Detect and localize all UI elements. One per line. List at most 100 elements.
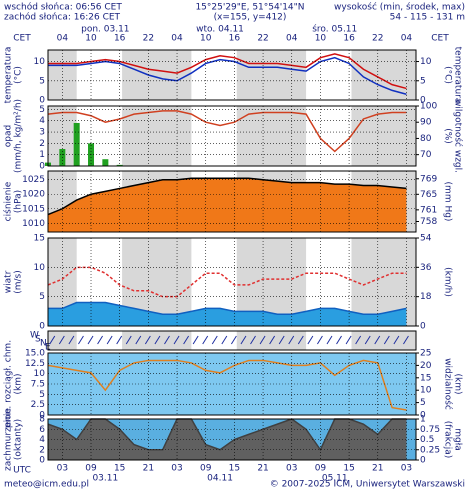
x-tick-bottom: 09 (315, 464, 327, 474)
wind-arrow (173, 335, 180, 345)
y2-label: (km/h) (443, 267, 453, 297)
x-tick-bottom: 03 (57, 464, 68, 474)
tz-bottom: UTC (13, 466, 31, 476)
wind-arrow (58, 335, 65, 345)
y-label: zachmurzenie (4, 408, 14, 472)
x-tick-top: 22 (143, 34, 154, 44)
wind-arrow (288, 335, 295, 345)
y2-label: wilgotność wzgl. (453, 99, 464, 173)
y2-tick-label: 0.75 (420, 425, 440, 435)
wind-arrow (316, 335, 323, 345)
area (48, 302, 407, 326)
panel-frame (47, 330, 417, 351)
y2-tick-label: 769 (420, 174, 437, 184)
y2-tick-label: 761 (420, 205, 437, 215)
y2-tick-label: 18 (420, 292, 432, 302)
y2-label: (°C) (443, 66, 453, 84)
y-tick-label: 10 (34, 57, 46, 67)
y-tick-label: 1025 (22, 175, 45, 185)
wind-arrow (135, 335, 142, 345)
wind-arrow (230, 335, 237, 345)
wind-arrow (393, 335, 400, 345)
wind-arrow (97, 335, 103, 345)
wind-arrow (383, 335, 390, 345)
x-tick-bottom: 03 (286, 464, 297, 474)
tz-top-right: CET (431, 34, 449, 44)
y-tick-label: 10 (34, 369, 46, 379)
area (48, 419, 407, 460)
y2-tick-label: 0 (420, 96, 426, 106)
coords: 15°25'29"E, 51°54'14"N (195, 3, 304, 13)
y2-tick-label: 10 (420, 386, 432, 396)
x-tick-top: 16 (114, 34, 126, 44)
y2-tick-label: 25 (420, 349, 431, 359)
x-tick-top: 04 (171, 34, 183, 44)
y-tick-label: 0 (39, 411, 45, 421)
y2-tick-label: 15 (420, 373, 431, 383)
wind-arrow (278, 335, 285, 345)
y-tick-label: 10 (34, 263, 46, 273)
x-tick-bottom: 03 (401, 464, 412, 474)
line (48, 53, 407, 90)
area-line (48, 301, 407, 316)
y-tick-label: 1020 (22, 190, 45, 200)
y2-tick-label: 10 (420, 57, 432, 67)
y-tick-label: 0 (39, 96, 45, 106)
y2-label: (km) (453, 373, 463, 394)
y2-tick-label: 36 (420, 263, 432, 273)
area-line (47, 177, 407, 216)
wind-arrow (192, 335, 199, 345)
date-top: wto. 04.11 (196, 25, 244, 35)
footer-left: meteo@icm.edu.pl (4, 480, 89, 490)
y2-label: (mm Hg) (443, 182, 453, 222)
y-tick-label: 0 (39, 322, 45, 332)
x-tick-bottom: 15 (343, 464, 354, 474)
night-band (351, 331, 416, 350)
y-tick-label: 1010 (22, 219, 45, 229)
sunset: zachód słońca: 16:26 CET (4, 12, 121, 23)
wind-arrow (87, 335, 94, 345)
y-label: (hPa) (14, 190, 24, 213)
night-band (236, 106, 307, 166)
y2-tick-label: 80 (420, 134, 432, 144)
y2-tick-label: 0.5 (420, 435, 434, 445)
y-tick-label: 15 (34, 234, 45, 244)
x-tick-top: 22 (372, 34, 383, 44)
panel-frame (47, 352, 417, 416)
y2-label: temperatura (453, 47, 463, 104)
y2-label: mgła (453, 428, 463, 451)
y2-tick-label: 0 (420, 411, 426, 421)
x-tick-top: 04 (401, 34, 413, 44)
y-label: temperatura (4, 47, 14, 104)
y2-tick-label: 100 (420, 102, 437, 112)
y-label: ciśnienie (3, 181, 14, 221)
x-tick-top: 04 (286, 34, 298, 44)
y2-label: widzialność (443, 358, 454, 410)
x-tick-bottom: 09 (85, 464, 97, 474)
night-band (351, 106, 416, 166)
wind-arrow (403, 335, 409, 345)
night-band (236, 50, 307, 100)
y2-tick-label: 0 (420, 322, 426, 332)
y2-tick-label: 70 (420, 150, 432, 160)
y-tick-label: 7.5 (31, 380, 45, 390)
wind-arrow (78, 335, 84, 345)
wind-arrow (240, 335, 247, 345)
y2-tick-label: 20 (420, 361, 432, 371)
y-tick-label: 2.5 (31, 400, 45, 410)
panel-frame (47, 170, 417, 233)
panel-frame (47, 105, 417, 167)
height-values: 54 - 115 - 131 m (390, 13, 465, 23)
x-tick-bottom: 21 (257, 464, 268, 474)
wind-arrow (297, 335, 304, 345)
wind-arrow (364, 335, 371, 345)
y-label: (°C) (14, 66, 24, 84)
wind-arrow (307, 335, 314, 345)
wind-arrow (250, 335, 256, 345)
wind-arrow (326, 335, 333, 345)
x-tick-top: 10 (85, 34, 97, 44)
direction-label: W (30, 331, 39, 341)
x-tick-top: 22 (257, 34, 268, 44)
y2-label: (%) (443, 128, 453, 144)
y-tick-label: 1015 (22, 204, 45, 214)
